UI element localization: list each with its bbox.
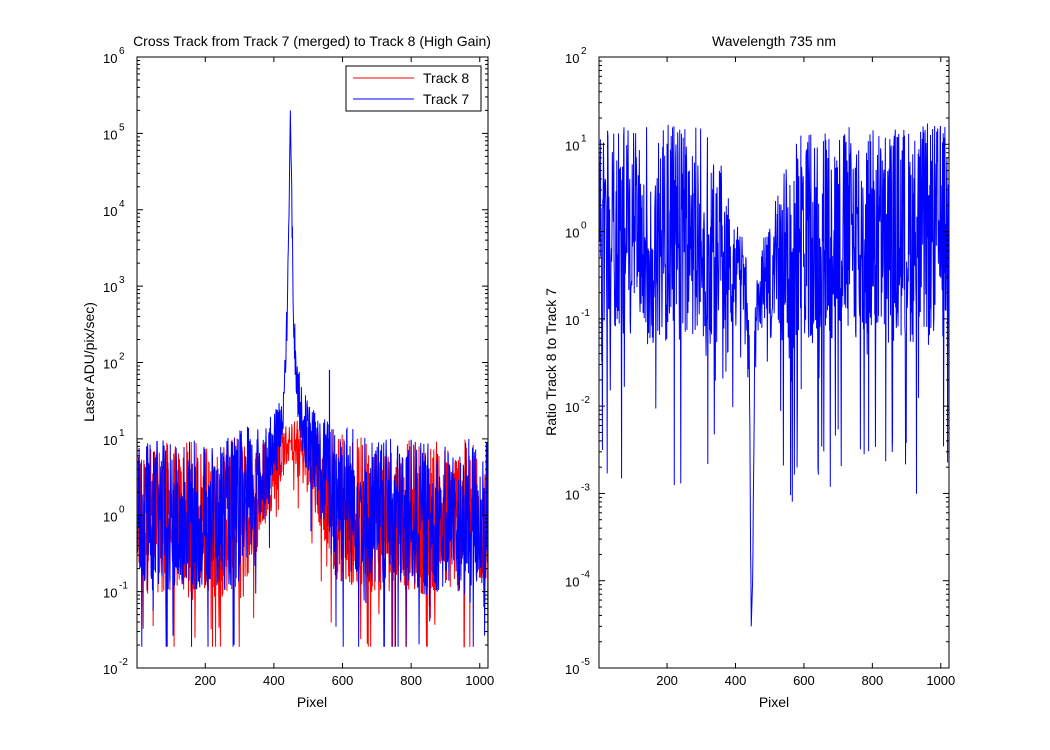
y-tick-label-base: 10 (565, 138, 579, 153)
y-tick-label-exponent: -1 (119, 581, 128, 592)
x-tick-label: 800 (400, 673, 422, 688)
x-tick-label: 1000 (465, 673, 494, 688)
right-x-axis-label: Pixel (759, 694, 789, 710)
y-tick-label-base: 10 (565, 487, 579, 502)
y-tick-label-exponent: -5 (581, 657, 590, 668)
y-tick-label-base: 10 (103, 433, 117, 448)
series-line-track-7 (137, 110, 488, 647)
x-tick-label: 200 (656, 673, 678, 688)
series-line-ratio (599, 123, 949, 627)
legend-label-track-8: Track 8 (423, 70, 469, 86)
y-tick-label-exponent: -2 (119, 657, 128, 668)
y-tick-label-exponent: 5 (119, 122, 125, 133)
y-tick-label-base: 10 (103, 662, 117, 677)
legend-label-track-7: Track 7 (423, 91, 469, 107)
y-tick-label-base: 10 (565, 575, 579, 590)
y-tick-label-base: 10 (103, 51, 117, 66)
x-tick-label: 200 (194, 673, 216, 688)
left-y-axis-label: Laser ADU/pix/sec) (81, 302, 97, 422)
y-tick-label-exponent: 2 (119, 352, 125, 363)
right-chart-title: Wavelength 735 nm (712, 33, 836, 49)
y-tick-label-exponent: 1 (119, 428, 125, 439)
y-tick-label-exponent: 0 (119, 504, 125, 515)
y-tick-label-base: 10 (565, 313, 579, 328)
y-tick-label-base: 10 (565, 662, 579, 677)
legend-box (345, 65, 482, 112)
y-tick-label-exponent: 4 (119, 199, 125, 210)
y-tick-label-base: 10 (103, 509, 117, 524)
y-tick-label-base: 10 (103, 280, 117, 295)
legend: Track 8 Track 7 (345, 65, 482, 112)
y-tick-label-base: 10 (103, 127, 117, 142)
y-tick-label-exponent: 3 (119, 275, 125, 286)
y-tick-label-exponent: 6 (119, 46, 125, 57)
x-tick-label: 600 (793, 673, 815, 688)
left-x-axis-label: Pixel (297, 694, 327, 710)
y-tick-label-exponent: -3 (581, 482, 590, 493)
y-tick-label-base: 10 (103, 357, 117, 372)
left-chart-title: Cross Track from Track 7 (merged) to Tra… (133, 33, 491, 49)
y-tick-label-base: 10 (565, 51, 579, 66)
y-tick-label-base: 10 (103, 586, 117, 601)
y-tick-label-exponent: 1 (581, 133, 587, 144)
y-tick-label-exponent: 0 (581, 221, 587, 232)
x-tick-label: 800 (862, 673, 884, 688)
y-tick-label-base: 10 (565, 226, 579, 241)
y-tick-label-exponent: -4 (581, 570, 590, 581)
y-tick-label-base: 10 (565, 400, 579, 415)
y-tick-label-exponent: 2 (581, 46, 587, 57)
x-tick-label: 400 (725, 673, 747, 688)
right-y-axis-label: Ratio Track 8 to Track 7 (543, 288, 559, 436)
x-tick-label: 600 (332, 673, 354, 688)
y-tick-label-base: 10 (103, 204, 117, 219)
y-tick-label-exponent: -2 (581, 395, 590, 406)
x-tick-label: 1000 (926, 673, 955, 688)
y-tick-label-exponent: -1 (581, 308, 590, 319)
x-tick-label: 400 (263, 673, 285, 688)
